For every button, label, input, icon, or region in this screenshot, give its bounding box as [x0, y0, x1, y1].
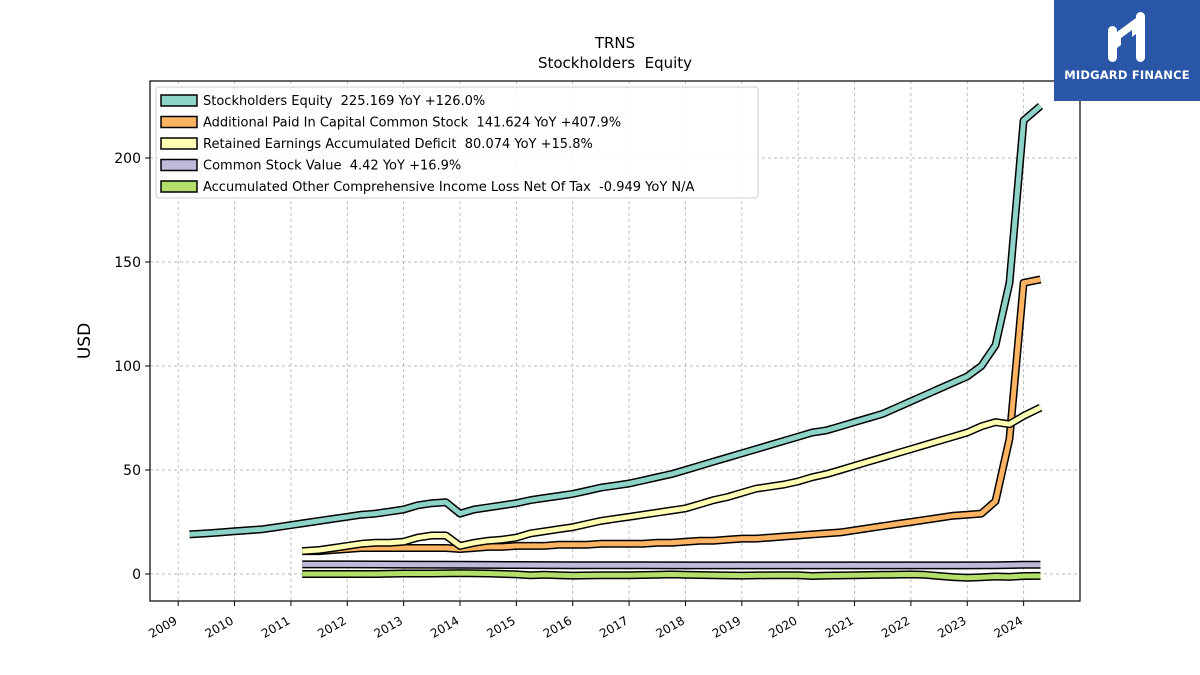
x-tick-label: 2022 [879, 613, 912, 640]
series-lines [189, 102, 1044, 582]
x-tick-label: 2024 [992, 613, 1025, 640]
legend-box [155, 86, 759, 199]
midgard-logo-icon [1108, 12, 1145, 62]
x-tick-label: 2015 [484, 613, 517, 640]
legend-swatch-0 [160, 94, 198, 107]
x-tick-label: 2012 [315, 613, 348, 640]
legend-label-2: Retained Earnings Accumulated Deficit 80… [203, 137, 593, 152]
legend-label-3: Common Stock Value 4.42 YoY +16.9% [203, 159, 461, 174]
brand-name: MIDGARD FINANCE [1064, 68, 1190, 82]
legend-label-0: Stockholders Equity 225.169 YoY +126.0% [203, 94, 485, 109]
x-tick-label: 2013 [372, 613, 405, 640]
y-tick-label: 200 [114, 151, 141, 167]
chart-title: TRNS [594, 34, 635, 52]
x-tick-label: 2011 [259, 613, 292, 640]
series-outline-2 [301, 404, 1043, 556]
series-line-2 [302, 405, 1042, 554]
x-tick-label: 2009 [146, 613, 179, 640]
x-tick-label: 2020 [766, 613, 799, 640]
x-tick-label: 2017 [597, 613, 630, 640]
y-axis: 0 50 100 150 200 [114, 151, 150, 583]
legend-label-4: Accumulated Other Comprehensive Income L… [203, 180, 694, 195]
y-tick-label: 150 [114, 255, 141, 271]
x-tick-label: 2018 [654, 613, 687, 640]
series-line-3 [302, 561, 1041, 568]
chart-subtitle: Stockholders Equity [538, 54, 692, 72]
legend-swatch-4 [160, 180, 198, 193]
x-tick-label: 2010 [203, 613, 236, 640]
x-tick-label: 2023 [935, 613, 968, 640]
x-tick-label: 2021 [823, 613, 856, 640]
series-line-1 [302, 276, 1041, 554]
x-tick-label: 2016 [541, 613, 574, 640]
legend-swatch-3 [160, 158, 198, 172]
y-tick-label: 0 [132, 567, 141, 583]
plot-frame [149, 80, 1081, 602]
legend: Stockholders Equity 225.169 YoY +126.0% A… [155, 86, 759, 199]
legend-swatch-2 [160, 137, 198, 150]
legend-swatch-1 [160, 115, 198, 129]
y-tick-label: 50 [123, 463, 141, 479]
x-tick-label: 2014 [428, 613, 461, 640]
x-axis: 2009 2010 2011 2012 2013 2014 2015 2016 2017 2018… [146, 601, 1025, 641]
series-line-0 [189, 104, 1043, 537]
y-tick-label: 100 [114, 359, 141, 375]
brand-logo: MIDGARD FINANCE [1054, 0, 1200, 101]
legend-label-1: Additional Paid In Capital Common Stock … [203, 116, 621, 131]
series-line-4 [302, 570, 1041, 581]
x-tick-label: 2019 [710, 613, 743, 640]
y-axis-label: USD [75, 323, 95, 359]
